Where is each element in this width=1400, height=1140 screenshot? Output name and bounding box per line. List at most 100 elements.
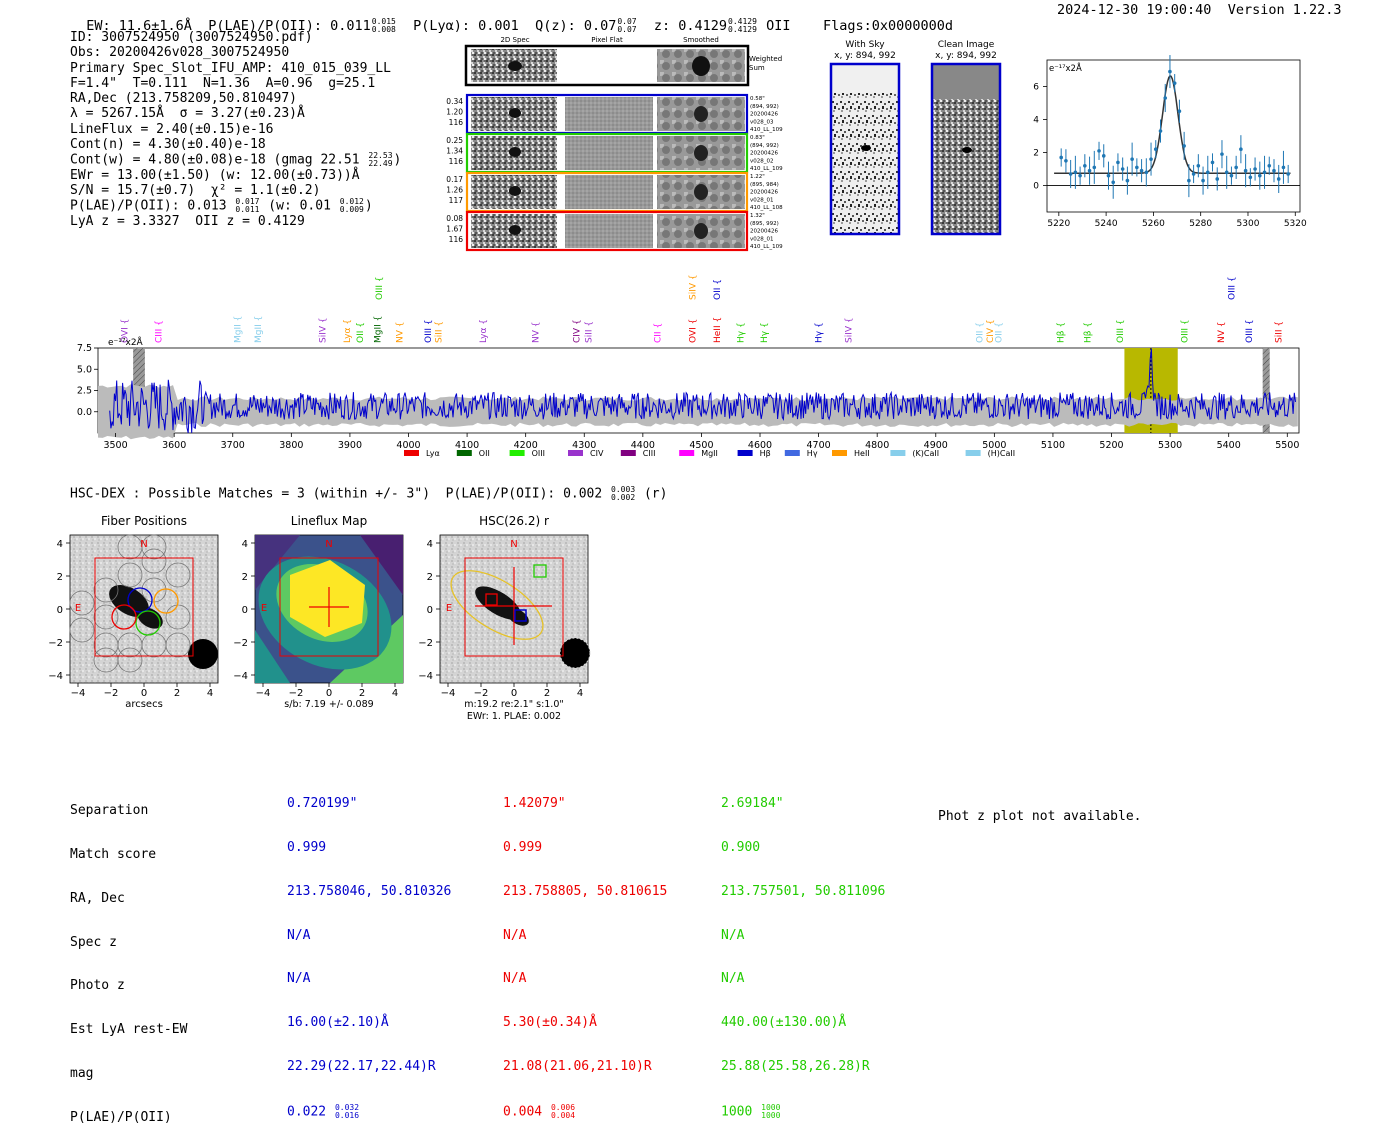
zoom-point [1215,177,1220,181]
row-frame [465,210,749,252]
spectrum-xtick-label: 4400 [631,440,655,451]
spectral-line-label: SiIV { [844,317,854,343]
zoom-point [1101,154,1106,158]
m1-plae: 0.022 0.032 0.016 [287,1102,451,1120]
spectral-line-label: OIII { [1181,319,1191,343]
legend-swatch [965,450,981,456]
lineflux-corner-3 [255,630,290,683]
row-left-stat: 1.20 [446,108,463,117]
zoom-point [1059,155,1063,160]
m1-plae-hi: 0.032 [334,1102,360,1112]
label-separation: Separation [70,803,149,819]
info-radec: RA,Dec (213.758209,50.810497) [70,91,297,107]
zoom-xtick-label: 5320 [1284,219,1307,229]
m1-plae-lo: 0.016 [334,1110,360,1120]
row-left-stat: 1.26 [446,186,463,195]
legend-label: HeII [854,449,870,458]
info-plae: P(LAE)/P(OII): 0.013 0.017 0.011 (w: 0.01… [70,197,373,215]
panel-ytick-label: 0 [57,605,63,616]
info-plae-lo: 0.011 [235,205,260,215]
z-lo: 0.4129 [728,25,757,34]
match-labels: Separation Match score RA, Dec Spec z Ph… [70,775,187,1140]
spectral-line-label: OIII { [1116,319,1126,343]
spectral-line-label: OII { [713,279,723,300]
m3-plae-val: 1000 [721,1104,753,1120]
row-source [509,186,521,196]
row-right-info: v028_01 [750,236,774,242]
lineflux-n-label: N [325,539,332,550]
zoom-point [1106,173,1111,178]
m2-separation: 1.42079" [503,796,566,812]
spectral-line-label: SiII { [1274,321,1284,343]
panel1-title: Fiber Positions [101,514,187,528]
panel-xtick-label: −4 [256,688,271,699]
panel-xtick-label: 0 [326,688,332,699]
spectrum-xtick-label: 4900 [924,440,948,451]
row-source [509,225,521,235]
zoom-point [1205,170,1210,175]
zoom-point [1234,165,1238,170]
panel-xtick-label: 2 [174,688,180,699]
row-right-info: 410_LL_108 [750,205,783,211]
row-right-info: 410_LL_109 [750,127,783,133]
label-lya-ew: Est LyA rest-EW [70,1022,188,1038]
fiber-circles [69,534,191,673]
spectrum-ytick-label: 5.0 [77,364,92,375]
info-sn: S/N = 15.7(±0.7) χ² = 1.1(±0.2) [70,182,321,198]
spectral-line-label: OII { [976,322,986,343]
match-column-2: 1.42079" 0.999 213.758805, 50.810615 N/A… [503,768,667,1133]
zoom-point [1073,170,1078,175]
col-label-2dspec: 2D Spec [500,36,529,44]
spectrum-xtick-label: 4100 [455,440,479,451]
weighted-label-2: Sum [749,64,765,72]
contw-lo: 22.49 [368,159,393,169]
weighted-label-1: Weighted [749,55,782,63]
with-sky-title: With Sky [845,40,885,50]
m2-plae-lo: 0.004 [550,1110,576,1120]
spectral-line-label: Hβ { [1056,322,1066,343]
zoom-point [1276,177,1281,181]
zoom-ytick-label: 2 [1033,149,1039,159]
m3-score: 0.900 [721,839,761,855]
spectral-line-label: CIV { [986,319,996,343]
zoom-point [1177,109,1182,114]
row-right-info: 1.32" [750,213,765,219]
zoom-xtick-label: 5240 [1095,219,1118,229]
m3-separation: 2.69184" [721,796,784,812]
panel-xtick-label: −2 [104,688,119,699]
zoom-point [1078,173,1082,178]
spectrum-xtick-label: 4300 [572,440,596,451]
row-left-stat: 0.08 [446,214,463,223]
spectrum-noise-band [98,384,1298,440]
row-right-info: 20200426 [750,151,778,157]
panel-xtick-label: −2 [474,688,489,699]
row-left-stat: 116 [449,235,464,244]
col-label-pixelflat: Pixel Flat [591,36,623,44]
row-pixelflat [565,214,653,248]
timestamp-version: 2024-12-30 19:00:40 Version 1.22.3 [1057,2,1342,18]
plae-value: P(LAE)/P(OII): 0.011 [208,18,371,34]
legend-swatch [679,450,695,456]
row-right-info: 0.58" [750,96,765,102]
zoom-xtick-label: 5300 [1237,219,1260,229]
info-ewr: EWr = 13.00(±1.50) (w: 12.00(±0.73))Å [70,167,360,183]
detection-info: ID: 3007524950 (3007524950.pdf) Obs: 202… [70,30,401,229]
with-sky-coords: x, y: 894, 992 [834,51,896,61]
spectrum-xtick-label: 4000 [396,440,420,451]
zoom-ytick-label: 0 [1033,182,1039,192]
panel-xtick-label: 2 [544,688,550,699]
row-right-info: v028_03 [750,119,774,125]
m2-plae-hi: 0.006 [550,1102,576,1112]
m1-separation: 0.720199" [287,796,358,812]
zoom-points [1059,55,1290,199]
row-pixelflat [565,136,653,170]
fiber-blue [127,587,153,613]
zoom-point [1196,163,1201,168]
info-lineflux: LineFlux = 2.40(±0.15)e-16 [70,121,274,137]
fiber-n-label: N [140,539,147,550]
spectrum-legend: Lyα OII OIII CIV CIII MgII Hβ Hγ HeII (K)CaII (H)C… [404,449,1015,458]
legend-label: Hγ [807,449,818,458]
legend-label: (K)CaII [912,449,939,458]
fiber-red [111,604,137,630]
